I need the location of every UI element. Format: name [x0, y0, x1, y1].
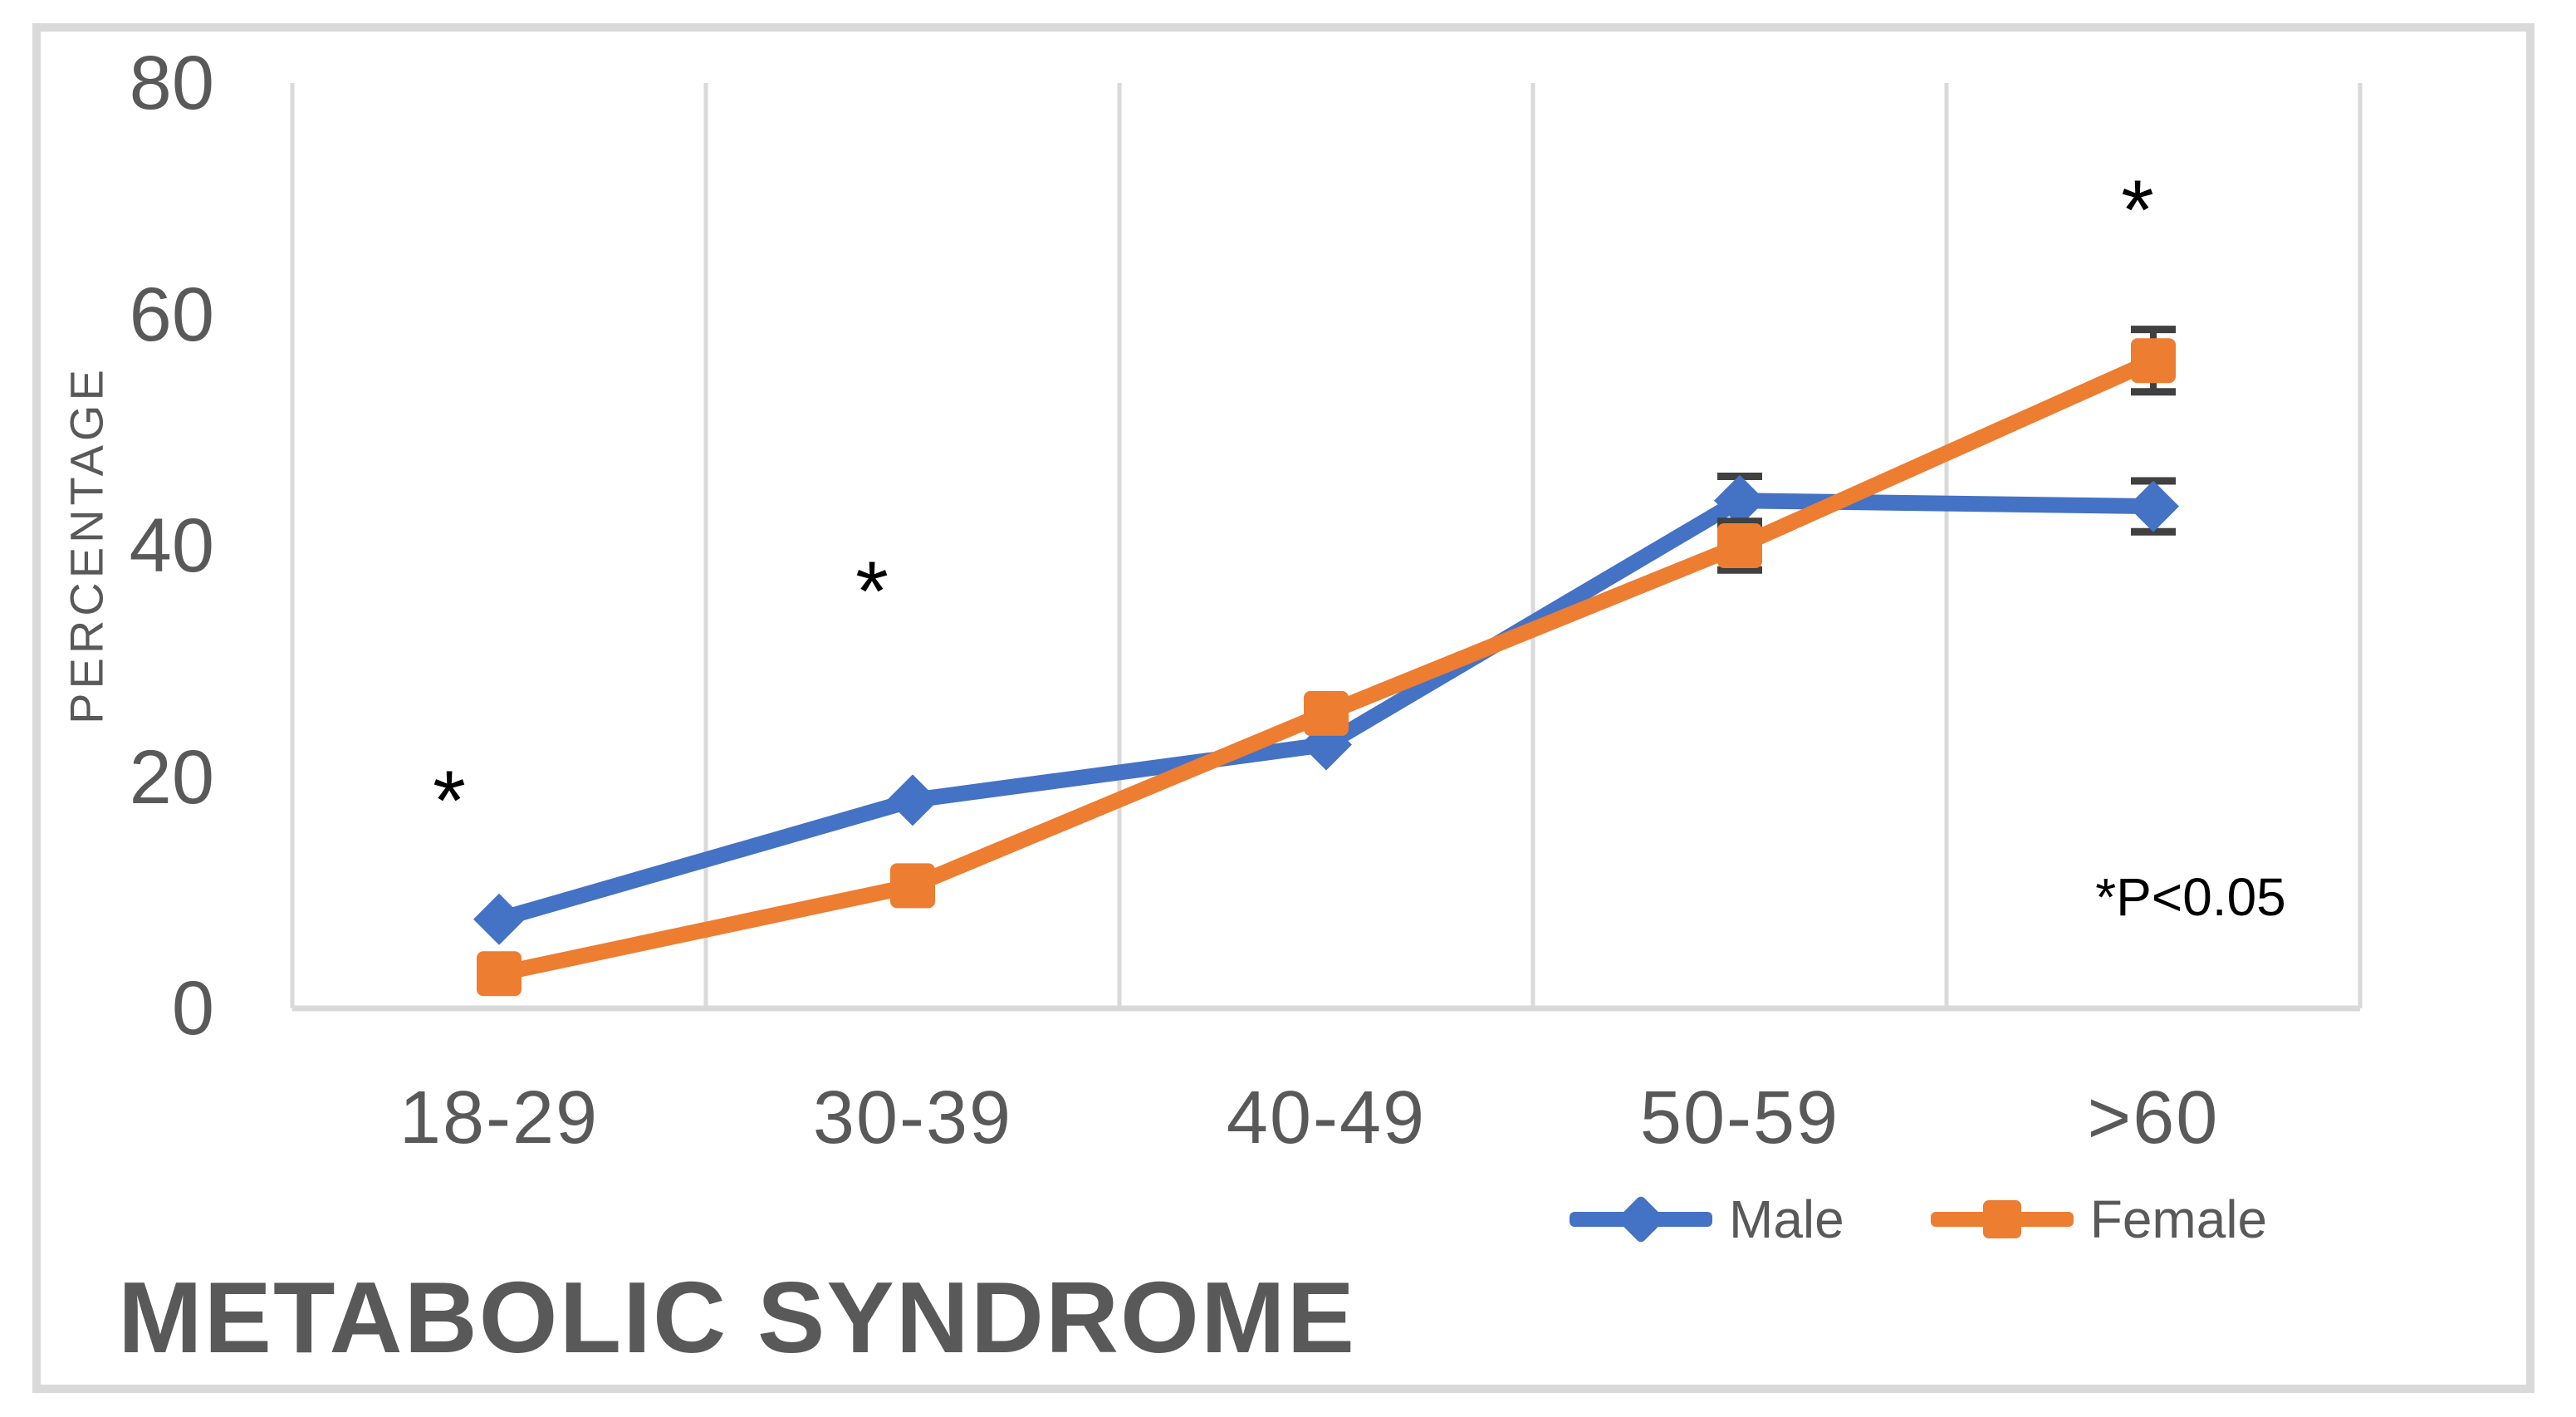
marker-square: [1304, 690, 1349, 736]
chart-title: METABOLIC SYNDROME: [118, 1261, 1356, 1374]
marker-diamond: [1714, 474, 1765, 527]
chart-border-frame: [32, 23, 2534, 1393]
marker-square: [890, 863, 935, 909]
p-value-note: *P<0.05: [2095, 867, 2286, 928]
y-tick-label: 0: [171, 966, 214, 1051]
x-tick-label: 50-59: [1639, 1076, 1840, 1160]
marker-square: [2131, 338, 2176, 384]
x-tick-label: 40-49: [1226, 1076, 1427, 1160]
marker-diamond: [887, 774, 938, 826]
significance-asterisk: *: [2121, 162, 2154, 257]
x-tick-label: 30-39: [812, 1076, 1013, 1160]
legend-line-sample: [1570, 1194, 1712, 1244]
legend-label: Female: [2089, 1189, 2268, 1249]
y-axis-title: PERCENTAGE: [60, 365, 113, 724]
x-tick-label: >60: [2087, 1076, 2220, 1160]
y-tick-label: 80: [129, 41, 214, 125]
y-tick-label: 60: [129, 272, 214, 357]
legend: Male Female: [1570, 1188, 2267, 1251]
marker-diamond: [473, 893, 525, 945]
legend-item-female: Female: [1930, 1189, 2268, 1250]
series-female: [477, 326, 2176, 997]
legend-item-male: Male: [1570, 1189, 1844, 1250]
marker-square: [477, 951, 522, 997]
marker-square: [1717, 523, 1762, 568]
y-tick-label: 40: [129, 503, 214, 588]
legend-line-sample: [1930, 1200, 2074, 1238]
marker-diamond: [2128, 480, 2179, 532]
legend-marker-square-icon: [1982, 1200, 2021, 1238]
significance-asterisk: *: [433, 753, 466, 849]
series-line-female: [491, 352, 2162, 982]
legend-label: Male: [1729, 1189, 1844, 1249]
y-tick-label: 20: [129, 734, 214, 820]
x-tick-label: 18-29: [399, 1076, 600, 1160]
legend-marker-diamond-icon: [1616, 1194, 1666, 1244]
significance-asterisk: *: [855, 544, 889, 640]
